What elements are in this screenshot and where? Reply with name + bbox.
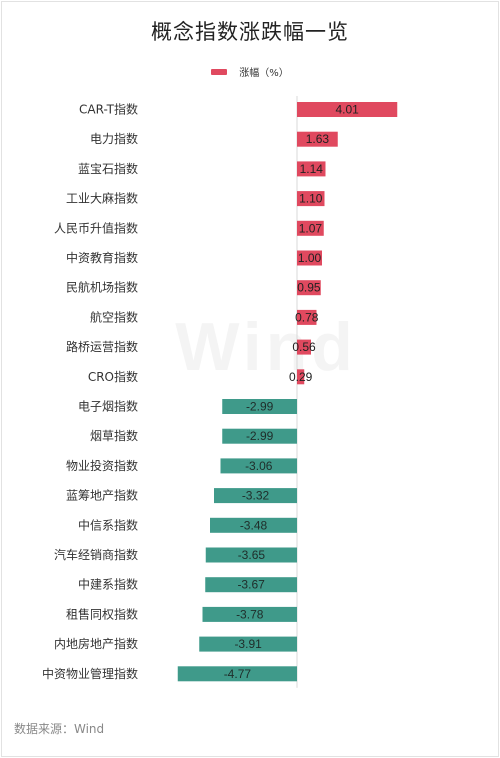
category-label: 人民币升值指数 (54, 220, 138, 235)
category-label: 民航机场指数 (66, 280, 138, 295)
data-label: 0.29 (289, 370, 313, 384)
data-label: 4.01 (335, 103, 359, 117)
data-label: -3.48 (240, 518, 268, 532)
legend-swatch (211, 68, 228, 75)
bar (297, 191, 325, 207)
category-label: CRO指数 (88, 369, 138, 384)
data-label: -4.77 (224, 667, 252, 681)
category-label: 工业大麻指数 (66, 191, 138, 206)
category-label: 中信系指数 (78, 517, 138, 532)
chart-title: 概念指数涨跌幅一览 (151, 20, 349, 44)
data-label: 0.56 (292, 340, 316, 354)
bar (220, 458, 297, 474)
legend: 涨幅（%） (0, 64, 500, 79)
category-label: 租售同权指数 (66, 606, 138, 621)
category-label: 中建系指数 (78, 577, 138, 592)
bar (214, 488, 297, 504)
category-label: 蓝宝石指数 (78, 161, 138, 176)
bar (222, 428, 297, 444)
bar (202, 606, 297, 622)
category-label: 内地房地产指数 (54, 636, 138, 651)
data-label: -3.06 (245, 459, 273, 473)
bar (297, 102, 398, 117)
data-label: 1.63 (306, 132, 330, 146)
category-label: CAR-T指数 (79, 102, 138, 117)
category-label: 中资教育指数 (66, 250, 138, 265)
data-label: -2.99 (246, 400, 274, 414)
bar (297, 131, 338, 147)
category-label: 电子烟指数 (78, 399, 138, 414)
data-label: 0.78 (295, 310, 319, 324)
category-label: 电力指数 (90, 131, 138, 146)
bar (205, 547, 297, 563)
bar (199, 636, 297, 652)
bar (297, 250, 322, 266)
category-label: 中资物业管理指数 (42, 666, 138, 681)
bar (222, 399, 297, 414)
data-label: -3.32 (242, 489, 270, 503)
data-label: 1.07 (299, 221, 323, 235)
bar (297, 309, 317, 325)
category-label: 蓝筹地产指数 (66, 488, 138, 503)
source-note: 数据来源：Wind (14, 722, 105, 736)
data-label: -3.91 (234, 637, 262, 651)
data-label: 0.95 (297, 281, 321, 295)
category-label: 物业投资指数 (66, 458, 138, 473)
category-label: 烟草指数 (90, 428, 138, 443)
bar (210, 517, 297, 533)
data-label: -3.67 (237, 578, 265, 592)
bar (297, 280, 321, 296)
legend-label: 涨幅（%） (239, 68, 289, 79)
data-label: 1.14 (300, 162, 324, 176)
data-label: -3.65 (238, 548, 266, 562)
category-label: 汽车经销商指数 (54, 547, 138, 562)
data-label: -2.99 (246, 429, 274, 443)
bar (297, 369, 305, 385)
data-label: -3.78 (236, 607, 264, 621)
bar (297, 220, 324, 236)
bar (297, 161, 326, 177)
bar (205, 577, 297, 593)
data-label: 1.00 (298, 251, 322, 265)
category-label: 航空指数 (90, 309, 138, 324)
bar (177, 666, 297, 682)
category-label: 路桥运营指数 (66, 339, 138, 354)
bar (297, 339, 311, 355)
data-label: 1.10 (299, 192, 323, 206)
